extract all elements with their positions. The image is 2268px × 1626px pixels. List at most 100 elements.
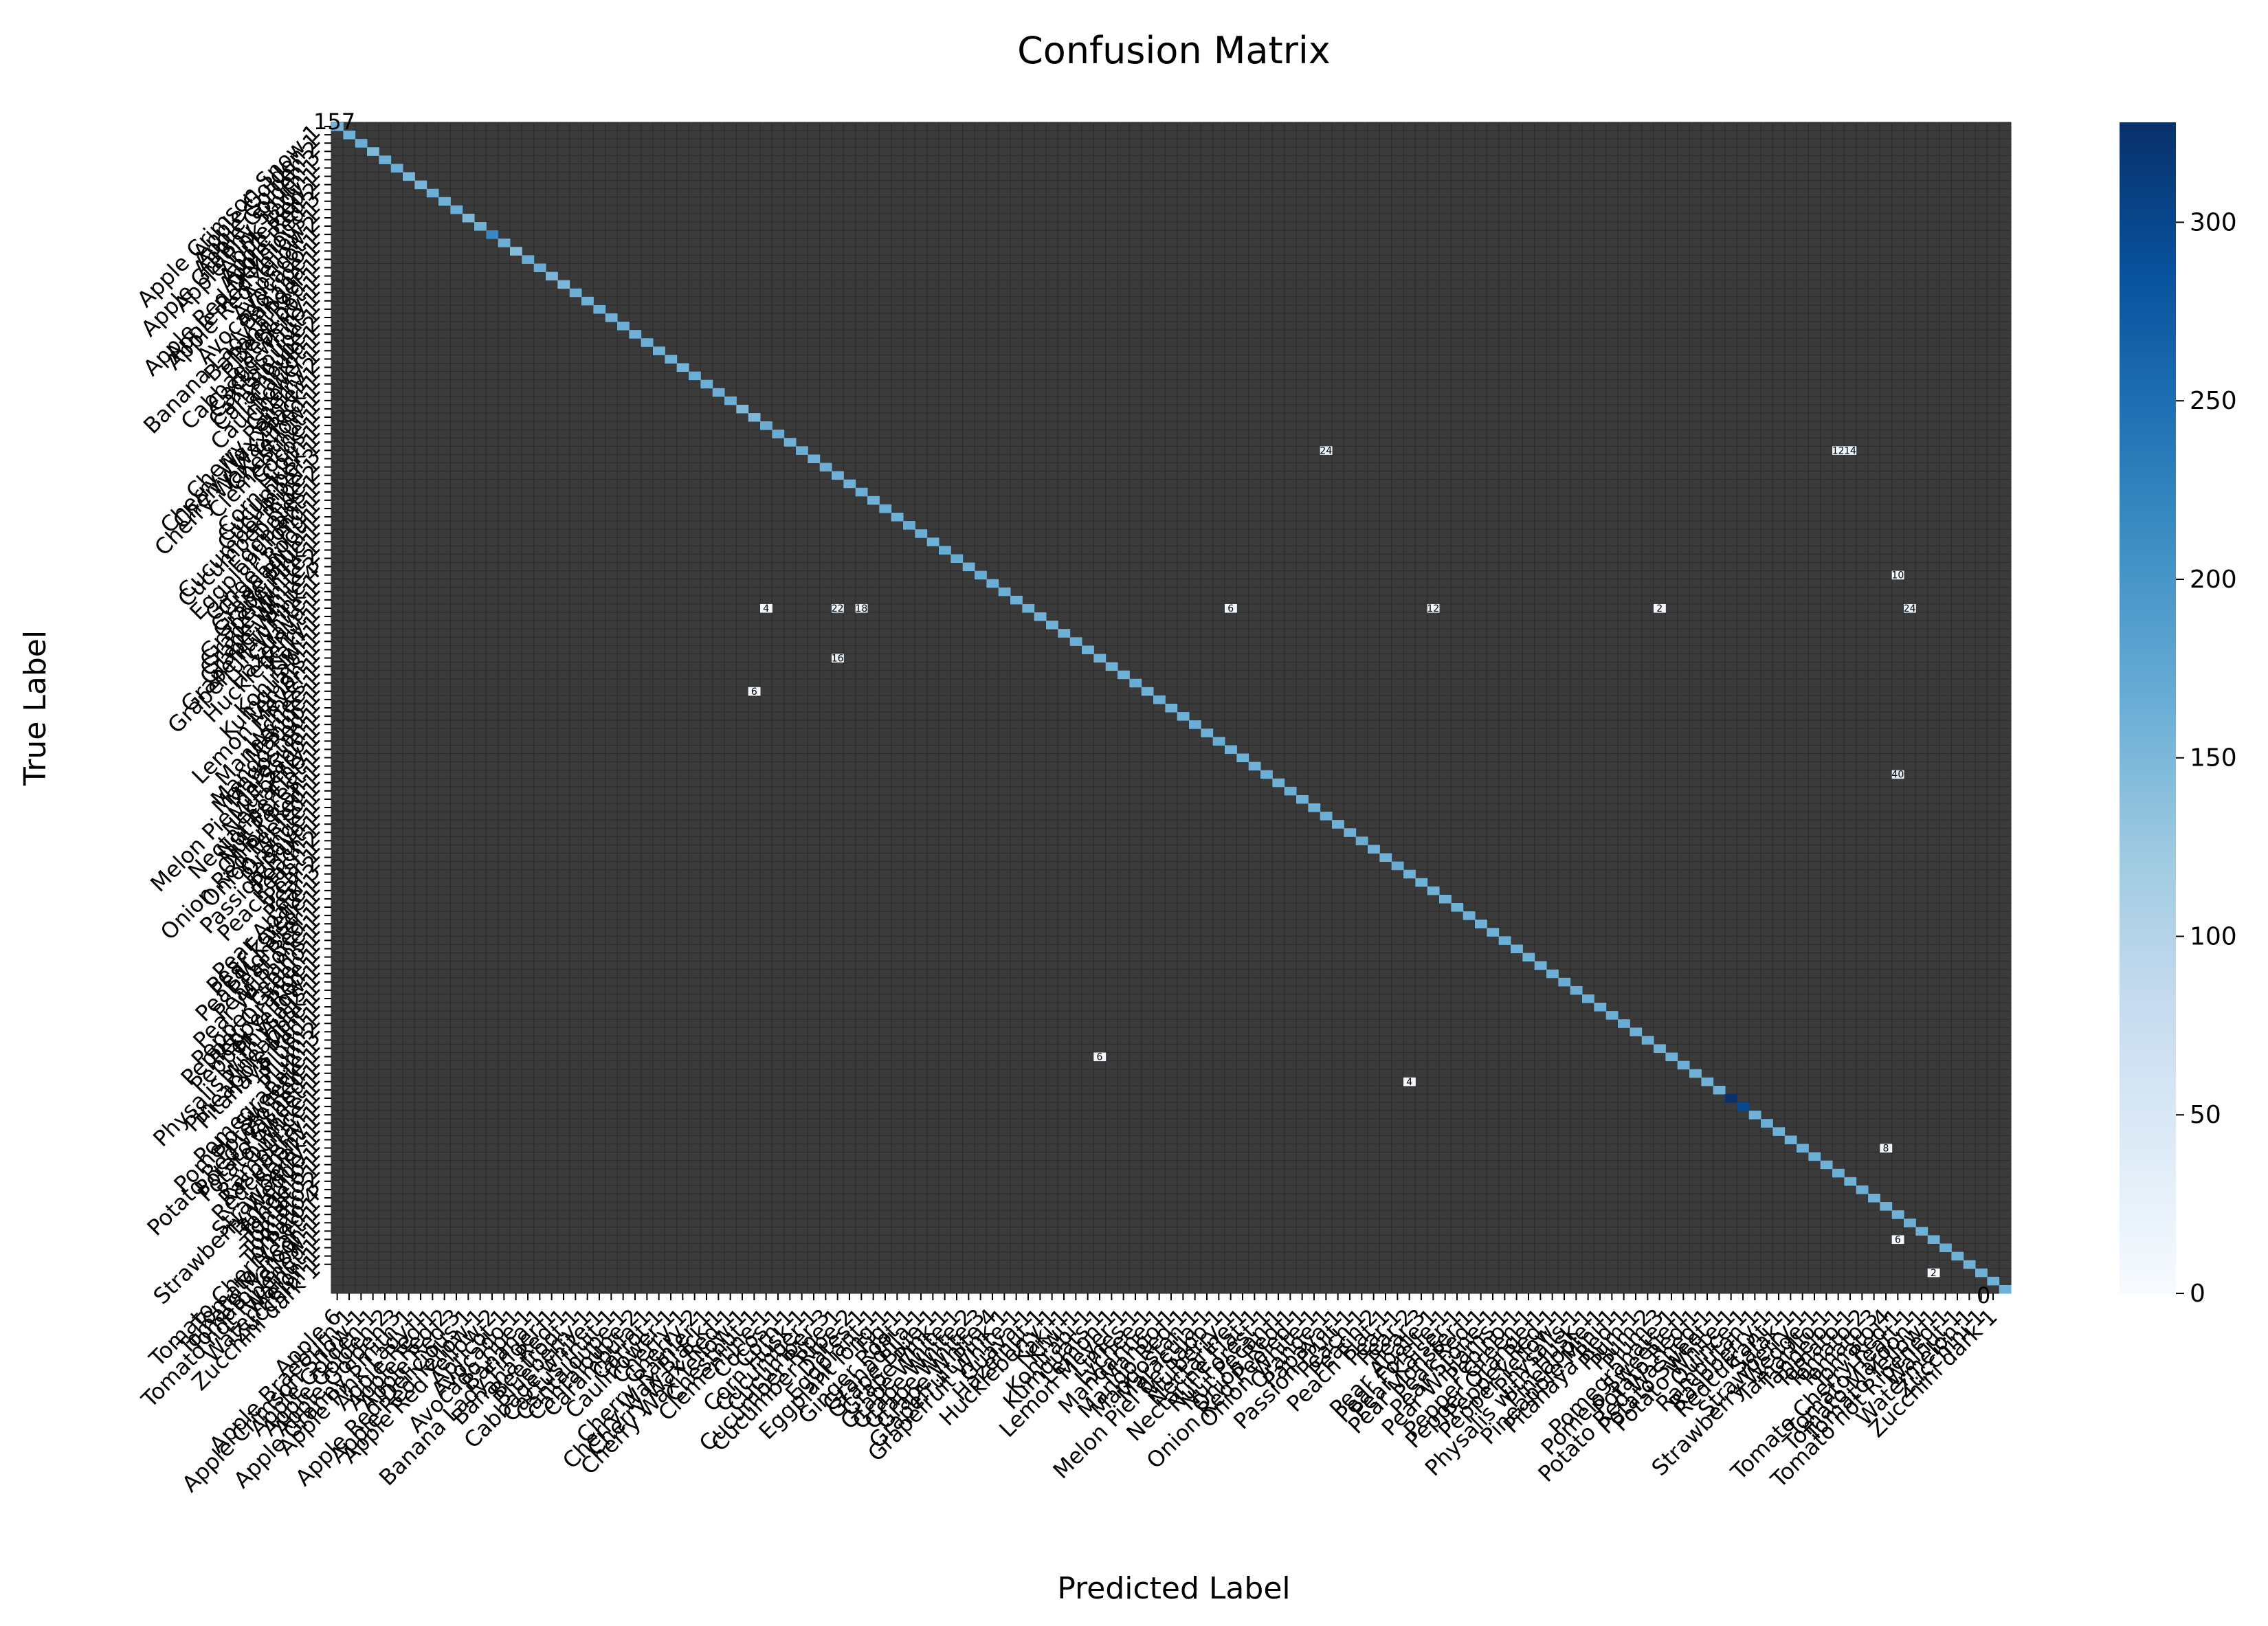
- heatmap-cell-diagonal: [331, 122, 344, 131]
- heatmap-cell-diagonal: [1225, 745, 1237, 754]
- heatmap-cell-diagonal: [1808, 1152, 1821, 1161]
- cell-value-label: 6: [1227, 603, 1234, 614]
- cell-value-label: 12: [1427, 603, 1439, 614]
- cell-value-label: 24: [1320, 445, 1332, 456]
- cell-value-label: 22: [832, 603, 844, 614]
- heatmap-cell-diagonal: [1558, 977, 1571, 987]
- cell-value-label: 4: [763, 603, 769, 614]
- heatmap-cell-diagonal: [1689, 1069, 1702, 1078]
- heatmap-cell-diagonal: [926, 537, 940, 546]
- heatmap-cell-diagonal: [1904, 1218, 1916, 1227]
- heatmap-cell-diagonal: [1118, 670, 1130, 680]
- cell-value-label: 4: [1406, 1077, 1412, 1088]
- heatmap-cell-diagonal: [1570, 985, 1583, 995]
- heatmap-cell-offdiagonal: [1927, 1268, 1940, 1278]
- heatmap-cell-diagonal: [1153, 695, 1166, 704]
- heatmap-cell-diagonal: [1046, 621, 1058, 630]
- heatmap-cell-diagonal: [1856, 1185, 1869, 1194]
- heatmap-cell-diagonal: [1665, 1052, 1678, 1062]
- heatmap-cell-diagonal: [843, 479, 856, 489]
- cell-value-label: 12: [1832, 445, 1845, 456]
- heatmap-cell-diagonal: [629, 330, 642, 339]
- heatmap-cell-diagonal: [1308, 803, 1321, 812]
- heatmap-cell-diagonal: [1987, 1276, 2000, 1286]
- heatmap-cell-diagonal: [1605, 1011, 1619, 1020]
- heatmap-cell-diagonal: [1129, 678, 1142, 688]
- heatmap-cell-diagonal: [653, 346, 665, 355]
- heatmap-cell-diagonal: [950, 554, 964, 564]
- heatmap-cell-diagonal: [1498, 936, 1511, 945]
- cell-value-label: 157: [313, 109, 355, 135]
- heatmap-cell-diagonal: [1772, 1127, 1786, 1136]
- heatmap-cell-diagonal: [1332, 820, 1344, 829]
- cell-value-label: 40: [1891, 770, 1904, 781]
- heatmap-cell-offdiagonal: [832, 603, 844, 613]
- heatmap-cell-diagonal: [1868, 1193, 1880, 1203]
- heatmap-cell-diagonal: [1189, 720, 1201, 729]
- heatmap-cell-diagonal: [1082, 645, 1094, 654]
- heatmap-cell-diagonal: [1391, 861, 1404, 871]
- heatmap-cell-diagonal: [998, 587, 1011, 597]
- cell-value-label: 24: [1904, 603, 1916, 614]
- heatmap-cell-diagonal: [414, 180, 427, 190]
- heatmap-cell-offdiagonal: [1844, 446, 1857, 455]
- chart-title: Confusion Matrix: [1017, 29, 1331, 72]
- heatmap-cell-diagonal: [1915, 1227, 1928, 1236]
- heatmap-cell-offdiagonal: [748, 687, 761, 696]
- heatmap-cell-diagonal: [510, 247, 522, 256]
- heatmap-cell-diagonal: [1296, 794, 1309, 804]
- heatmap-cell-diagonal: [617, 322, 630, 331]
- heatmap-cell-diagonal: [1748, 1111, 1761, 1120]
- heatmap-cell-diagonal: [569, 288, 582, 298]
- heatmap-cell-diagonal: [1260, 770, 1273, 779]
- heatmap-cell-diagonal: [986, 579, 999, 588]
- heatmap-cell-diagonal: [676, 363, 689, 372]
- heatmap-cell-diagonal: [379, 155, 392, 164]
- cell-value-label: 14: [1844, 445, 1856, 456]
- heatmap-cell-diagonal: [1630, 1027, 1643, 1036]
- heatmap-cell-diagonal: [712, 388, 725, 397]
- heatmap-cell-diagonal: [1272, 778, 1285, 788]
- colorbar: [2120, 122, 2176, 1293]
- heatmap-cell-offdiagonal: [1891, 1235, 1904, 1244]
- heatmap-cell-diagonal: [1594, 1003, 1607, 1012]
- heatmap-cell-diagonal: [915, 529, 928, 538]
- heatmap-cell-diagonal: [1069, 637, 1082, 646]
- heatmap-cell-diagonal: [557, 280, 570, 289]
- heatmap-cell-diagonal: [1344, 828, 1357, 837]
- heatmap-cell-diagonal: [1797, 1144, 1809, 1153]
- heatmap-cell-diagonal: [1248, 761, 1261, 771]
- heatmap-cell-diagonal: [1451, 903, 1464, 912]
- heatmap-cell-diagonal: [724, 396, 737, 405]
- heatmap-cell-diagonal: [522, 255, 535, 264]
- colorbar-tick-label: 300: [2190, 208, 2237, 236]
- heatmap-cell-diagonal: [1939, 1243, 1952, 1253]
- heatmap-cell-diagonal: [665, 355, 678, 364]
- heatmap-cell-diagonal: [1487, 928, 1500, 937]
- cell-value-label: 6: [1895, 1234, 1901, 1245]
- heatmap-cell-diagonal: [819, 463, 832, 472]
- heatmap-cell-diagonal: [474, 222, 487, 231]
- colorbar-tick-label: 200: [2190, 566, 2237, 594]
- colorbar-tick-label: 100: [2190, 922, 2237, 950]
- heatmap-cell-diagonal: [903, 521, 915, 530]
- heatmap-cell-diagonal: [700, 379, 713, 389]
- heatmap-cell-diagonal: [581, 296, 594, 306]
- heatmap-cell-diagonal: [1725, 1093, 1737, 1103]
- heatmap-cell-diagonal: [1832, 1168, 1845, 1178]
- cell-value-label: 10: [1891, 570, 1904, 581]
- heatmap-cell-diagonal: [1534, 961, 1547, 970]
- heatmap-cell-offdiagonal: [1320, 446, 1333, 455]
- heatmap-cell-diagonal: [1713, 1085, 1726, 1095]
- heatmap-cell-diagonal: [1284, 786, 1297, 796]
- heatmap-cell-offdiagonal: [1832, 446, 1845, 455]
- heatmap-cell-diagonal: [832, 471, 844, 480]
- heatmap-cell-offdiagonal: [1891, 770, 1904, 779]
- heatmap-cell-diagonal: [546, 271, 558, 281]
- heatmap-cell-diagonal: [1975, 1268, 1988, 1278]
- heatmap-cell-diagonal: [403, 172, 415, 181]
- heatmap-cell-diagonal: [1522, 953, 1535, 962]
- heatmap-cell-diagonal: [533, 263, 546, 273]
